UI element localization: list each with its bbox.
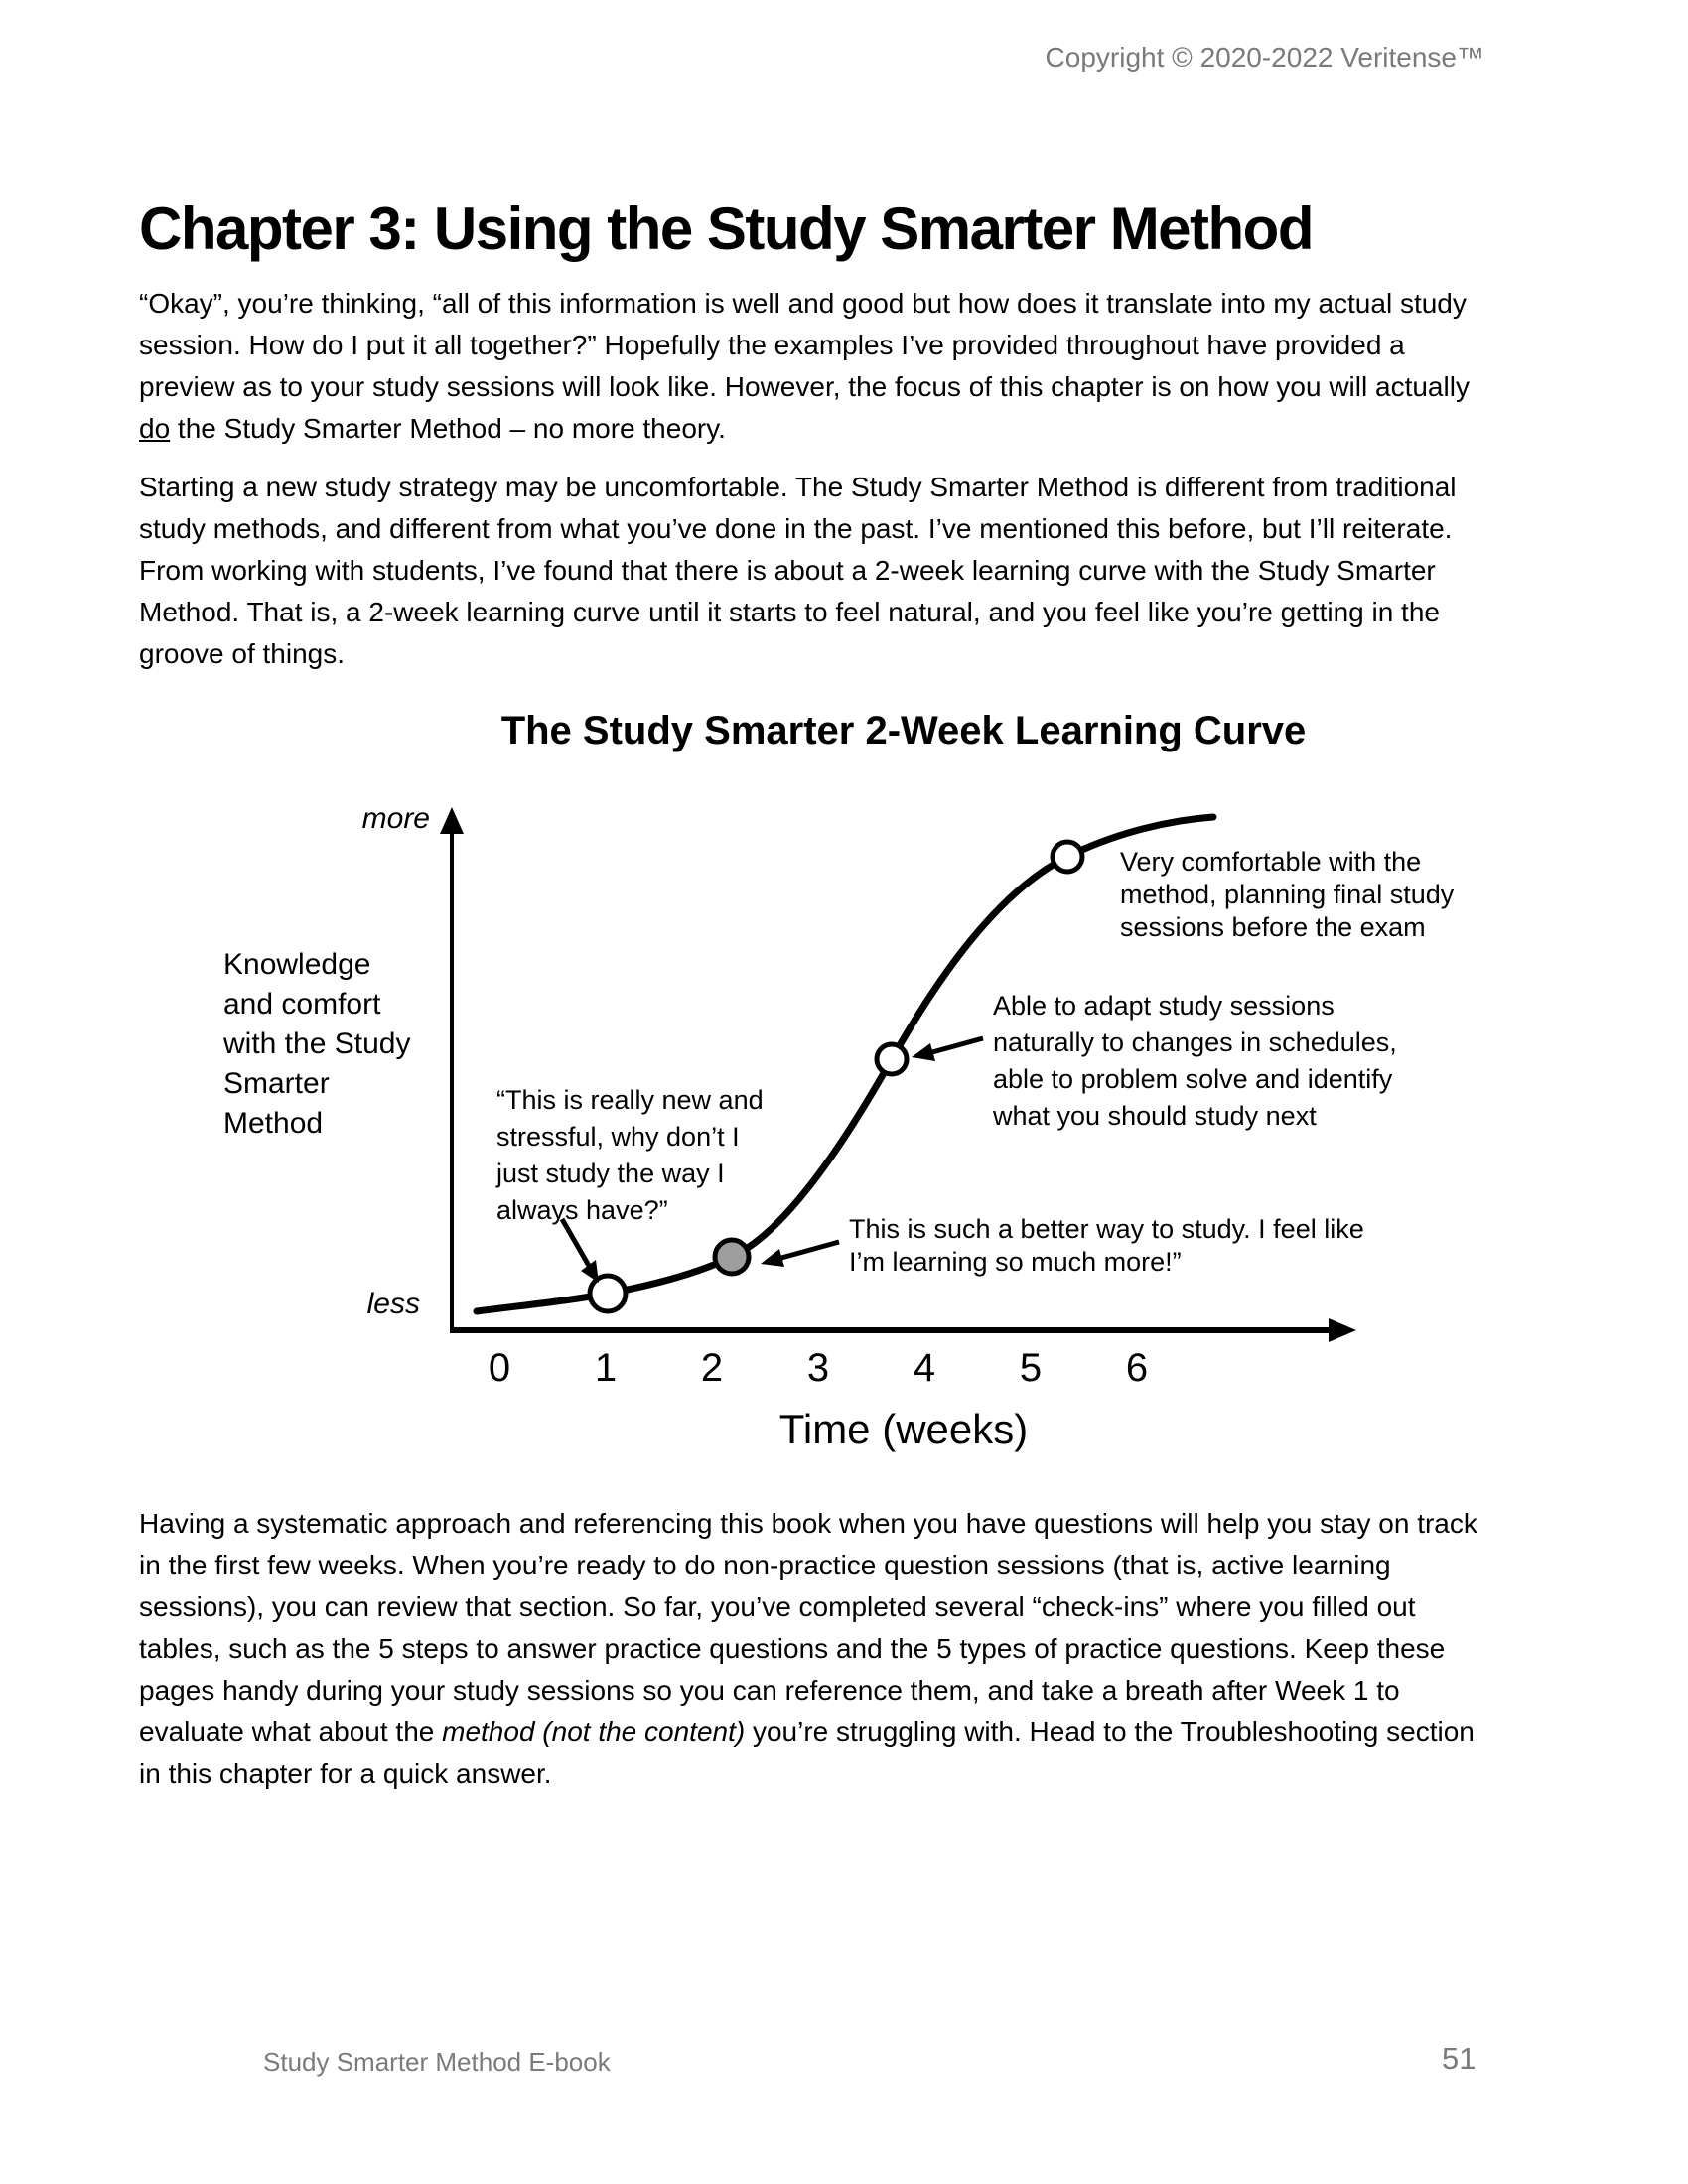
annotation-week3-5: Able to adapt study sessions naturally t…	[993, 991, 1397, 1131]
x-tick-5: 5	[1019, 1346, 1043, 1390]
annotation-week2: This is such a better way to study. I fe…	[849, 1214, 1364, 1277]
y-axis-less-label: less	[366, 1288, 420, 1320]
paragraph-2: Starting a new study strategy may be unc…	[139, 472, 1457, 669]
x-tick-4: 4	[913, 1346, 936, 1390]
paragraph-1-underlined-word: do	[139, 413, 171, 444]
annotation-week1: “This is really new and stressful, why d…	[496, 1085, 764, 1225]
paragraph-3-text: Having a systematic approach and referen…	[139, 1508, 1477, 1747]
data-point-week-5	[1050, 839, 1085, 875]
annotation-week5: Very comfortable with the method, planni…	[1120, 847, 1455, 942]
x-axis-label: Time (weeks)	[778, 1406, 1029, 1452]
page-number: 51	[1442, 2041, 1477, 2076]
copyright-notice: Copyright © 2020-2022 Veritense™	[1045, 42, 1484, 72]
y-axis-arrowhead-icon	[440, 807, 464, 834]
annotation-arrow-week3-5	[912, 1035, 984, 1061]
x-tick-0: 0	[488, 1346, 511, 1390]
annotation-arrow-week2	[761, 1239, 840, 1267]
data-point-week-2	[712, 1237, 752, 1277]
x-axis-arrowhead-icon	[1329, 1318, 1356, 1342]
y-axis-more-label: more	[361, 802, 430, 835]
data-point-week-3-5	[874, 1041, 910, 1077]
y-axis-label: Knowledge and comfort with the Study Sma…	[223, 948, 411, 1140]
paragraph-3: Having a systematic approach and referen…	[139, 1503, 1491, 1795]
paragraph-3-italic-phrase: method (not the content)	[442, 1716, 746, 1747]
chapter-heading: Chapter 3: Using the Study Smarter Metho…	[139, 196, 1314, 262]
footer-book-title: Study Smarter Method E-book	[263, 2047, 611, 2077]
x-tick-6: 6	[1125, 1346, 1149, 1390]
x-tick-1: 1	[594, 1346, 618, 1390]
paragraph-1: “Okay”, you’re thinking, “all of this in…	[139, 283, 1491, 450]
figure-title: The Study Smarter 2-Week Learning Curve	[500, 709, 1307, 752]
paragraph-3-text-end: you’re struggling with. Head to the Trou…	[139, 1716, 1475, 1789]
x-tick-2: 2	[700, 1346, 724, 1390]
x-tick-3: 3	[806, 1346, 830, 1390]
data-point-week-1	[587, 1273, 629, 1314]
paragraph-1-text: “Okay”, you’re thinking, “all of this in…	[139, 288, 1470, 402]
paragraph-1-text-end: the Study Smarter Method – no more theor…	[170, 413, 726, 444]
